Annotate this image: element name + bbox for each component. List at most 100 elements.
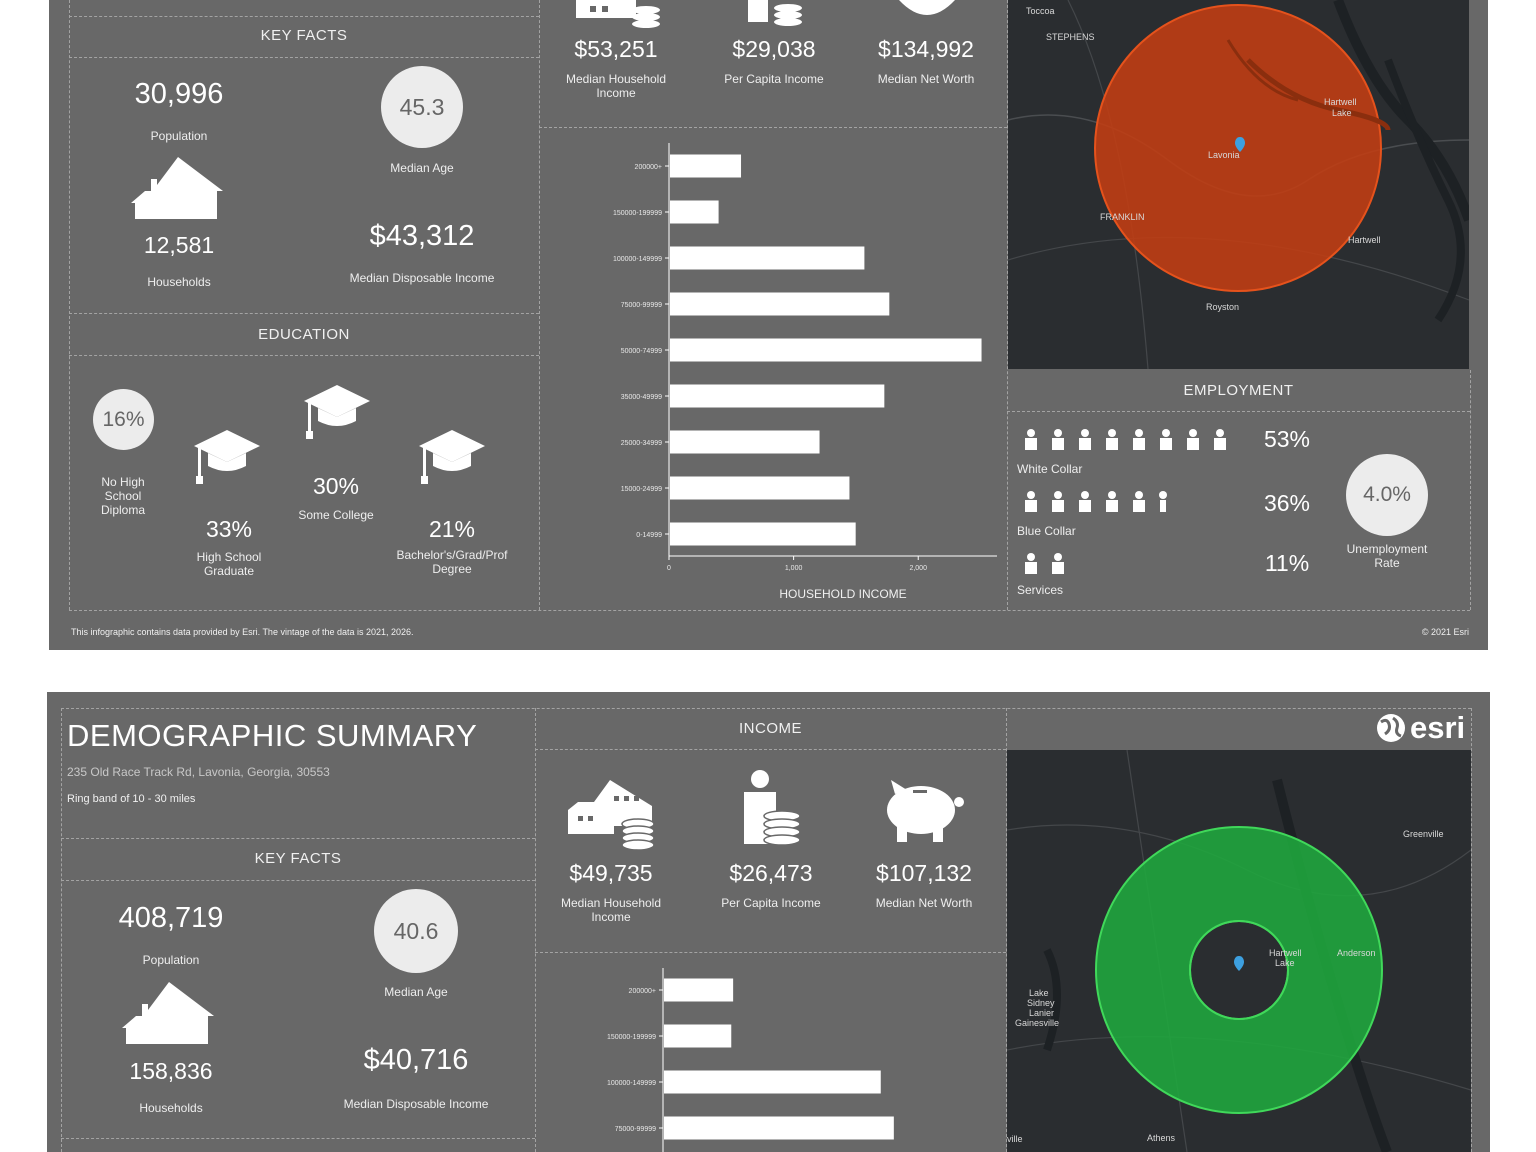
median-household-income-value: $53,251	[574, 36, 658, 62]
income-header: INCOME	[739, 720, 802, 737]
population-value: 30,996	[134, 78, 224, 110]
median-age-label: Median Age	[390, 161, 454, 175]
key-facts-header: KEY FACTS	[260, 27, 348, 44]
services-value: 11%	[1264, 550, 1310, 576]
graduation-cap-icon	[419, 430, 485, 484]
page-title: DEMOGRAPHIC SUMMARY	[67, 718, 478, 753]
category-label: 150000-199999	[613, 210, 662, 217]
median-household-income-label: Median Household Income	[560, 896, 662, 924]
white-collar-value: 53%	[1263, 426, 1311, 452]
bar	[670, 200, 719, 224]
population-value: 408,719	[118, 902, 224, 934]
unemployment-value: 4.0%	[1363, 483, 1411, 506]
ring-band-map[interactable]: Greenville Anderson Hartwell Lake Lake S…	[1007, 750, 1471, 1152]
map-label-hartwell: Hartwell	[1269, 948, 1302, 958]
map-label-hartwell: Hartwell	[1348, 235, 1381, 245]
median-net-worth-value: $107,132	[876, 860, 972, 886]
ring-map[interactable]: Toccoa STEPHENS Hartwell Lake Lavonia FR…	[1008, 0, 1469, 369]
no-hs-value: 16%	[102, 407, 145, 431]
blue-collar-icons	[1025, 491, 1167, 512]
population-label: Population	[142, 953, 200, 967]
house-icon	[131, 157, 223, 219]
population-label: Population	[150, 129, 208, 143]
bar	[670, 154, 742, 178]
map-label-greenville: Greenville	[1403, 829, 1444, 839]
top-infographic: KEY FACTS 30,996 Population 45.3 Median …	[49, 0, 1488, 650]
blue-collar-value: 36%	[1263, 490, 1311, 516]
houses-coins-icon	[576, 0, 660, 28]
households-value: 12,581	[143, 232, 215, 258]
category-label: 200000+	[629, 988, 656, 995]
household-income-chart: 200000+ 150000-199999 100000-149999 75000-9…	[613, 143, 997, 601]
x-tick-label: 0	[667, 565, 671, 572]
map-label-lanier: Lanier	[1029, 1008, 1054, 1018]
x-tick-label: 1,000	[785, 565, 803, 572]
x-tick-label: 2,000	[909, 565, 927, 572]
location-pin-icon	[1235, 137, 1245, 152]
map-label-toccoa: Toccoa	[1026, 6, 1055, 16]
hs-grad-label: High School Graduate	[196, 550, 262, 578]
footer-attribution: This infographic contains data provided …	[71, 627, 414, 637]
bar	[670, 292, 890, 316]
map-label-lake-sidney: Lake	[1029, 988, 1049, 998]
globe-icon	[1377, 714, 1405, 742]
some-college-label: Some College	[298, 508, 374, 522]
map-canvas: Toccoa STEPHENS Hartwell Lake Lavonia FR…	[1008, 0, 1469, 369]
median-disposable-income-value: $40,716	[363, 1044, 469, 1076]
location-pin-icon	[1234, 956, 1244, 971]
esri-logo: esri	[1375, 710, 1465, 746]
bar	[664, 978, 734, 1002]
houses-coins-icon	[568, 780, 655, 851]
map-label-royston: Royston	[1206, 302, 1239, 312]
households-label: Households	[147, 275, 211, 289]
map-label-hartwell-lake: Hartwell	[1324, 97, 1357, 107]
households-label: Households	[139, 1101, 203, 1115]
blue-collar-label: Blue Collar	[1017, 524, 1076, 538]
category-label: 35000-49999	[621, 394, 662, 401]
education-header: EDUCATION	[258, 326, 350, 343]
bar	[670, 430, 820, 454]
median-disposable-income-label: Median Disposable Income	[343, 1097, 489, 1111]
median-net-worth-label: Median Net Worth	[875, 896, 973, 910]
category-label: 75000-99999	[621, 302, 662, 309]
category-label: 25000-34999	[621, 440, 662, 447]
household-income-chart-partial: 200000+ 150000-199999 100000-149999 75000-9…	[607, 968, 894, 1152]
map-label-anderson: Anderson	[1337, 948, 1376, 958]
bottom-infographic: DEMOGRAPHIC SUMMARY 235 Old Race Track R…	[47, 692, 1490, 1152]
bar	[670, 384, 885, 408]
bar	[670, 246, 865, 270]
median-net-worth-label: Median Net Worth	[877, 72, 975, 86]
graduation-cap-icon	[194, 430, 260, 484]
white-collar-icons	[1025, 429, 1226, 450]
map-label-stephens: STEPHENS	[1046, 32, 1095, 42]
per-capita-income-value: $26,473	[729, 860, 813, 886]
median-age-badge: 40.6	[374, 889, 458, 973]
median-age-value: 40.6	[393, 917, 439, 944]
category-label: 100000-149999	[613, 256, 662, 263]
services-icons	[1025, 553, 1064, 574]
category-label: 150000-199999	[607, 1034, 656, 1041]
piggy-bank-icon	[887, 780, 964, 842]
person-coins-icon	[748, 0, 802, 26]
graduation-cap-icon	[304, 385, 370, 439]
map-label-sidney: Sidney	[1027, 998, 1055, 1008]
white-collar-label: White Collar	[1017, 462, 1083, 476]
no-hs-label: No High School Diploma	[100, 475, 145, 517]
map-label-franklin: FRANKLIN	[1100, 212, 1145, 222]
median-age-label: Median Age	[384, 985, 448, 999]
map-label-ville: ville	[1007, 1134, 1023, 1144]
category-label: 75000-99999	[615, 1126, 656, 1133]
median-age-badge: 45.3	[381, 66, 463, 148]
median-household-income-label: Median Household Income	[565, 72, 667, 100]
median-disposable-income-value: $43,312	[369, 220, 475, 252]
hs-grad-value: 33%	[205, 516, 253, 542]
category-label: 15000-24999	[621, 486, 662, 493]
unemployment-label: Unemployment Rate	[1346, 542, 1428, 570]
category-label: 0-14999	[636, 532, 662, 539]
bar	[664, 1024, 732, 1048]
median-household-income-value: $49,735	[569, 860, 653, 886]
bar	[664, 1116, 894, 1140]
category-label: 50000-74999	[621, 348, 662, 355]
bachelors-label: Bachelor's/Grad/Prof Degree	[396, 548, 508, 576]
map-label-gainesville: Gainesville	[1015, 1018, 1059, 1028]
